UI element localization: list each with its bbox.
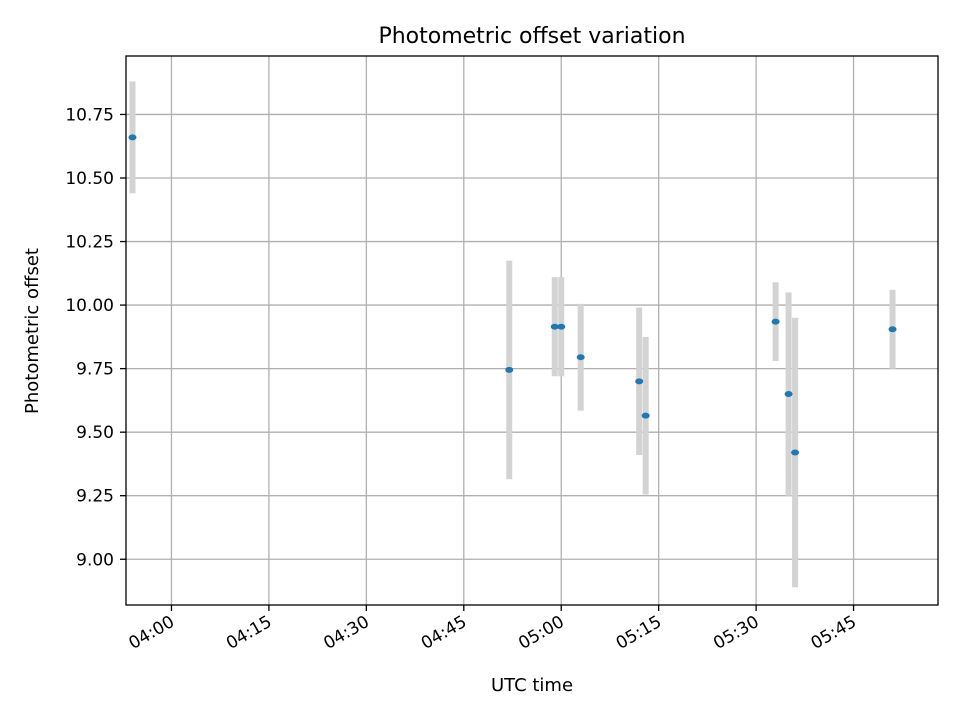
x-axis-label: UTC time — [491, 675, 573, 696]
x-tick-label: 05:45 — [808, 612, 860, 654]
data-point — [771, 318, 780, 325]
data-points — [128, 134, 897, 456]
x-tick-label: 05:00 — [515, 612, 567, 654]
y-tick-label: 9.25 — [76, 487, 114, 507]
y-tick-label: 9.00 — [76, 550, 114, 570]
y-tick-label: 9.50 — [76, 423, 114, 443]
y-tick-label: 10.75 — [65, 105, 114, 125]
chart-title: Photometric offset variation — [378, 24, 685, 49]
data-point — [784, 391, 793, 398]
grid — [126, 56, 938, 605]
data-point — [791, 449, 800, 456]
error-bars — [129, 81, 896, 588]
data-point — [557, 323, 566, 330]
plot-frame — [125, 55, 939, 606]
x-axis: 04:00 04:15 04:30 04:45 05:00 05:15 05:30 05:45 — [126, 605, 860, 654]
y-axis-label: Photometric offset — [22, 248, 43, 414]
x-tick-label: 04:30 — [320, 612, 372, 654]
x-tick-label: 04:15 — [223, 612, 275, 654]
x-tick-label: 05:15 — [613, 612, 665, 654]
x-tick-label: 04:00 — [126, 612, 178, 654]
x-tick-label: 05:30 — [710, 612, 762, 654]
data-point — [550, 323, 559, 330]
y-tick-label: 10.50 — [65, 169, 114, 189]
y-axis: 9.00 9.25 9.50 9.75 10.00 10.25 10.50 10.75 — [65, 105, 126, 570]
data-point — [635, 378, 644, 385]
y-tick-label: 9.75 — [76, 360, 114, 380]
data-point — [888, 326, 897, 333]
x-tick-label: 04:45 — [418, 612, 470, 654]
y-tick-label: 10.25 — [65, 233, 114, 253]
data-point — [641, 412, 650, 419]
data-point — [505, 366, 514, 373]
data-point — [128, 134, 137, 141]
data-point — [576, 354, 585, 361]
y-tick-label: 10.00 — [65, 296, 114, 316]
